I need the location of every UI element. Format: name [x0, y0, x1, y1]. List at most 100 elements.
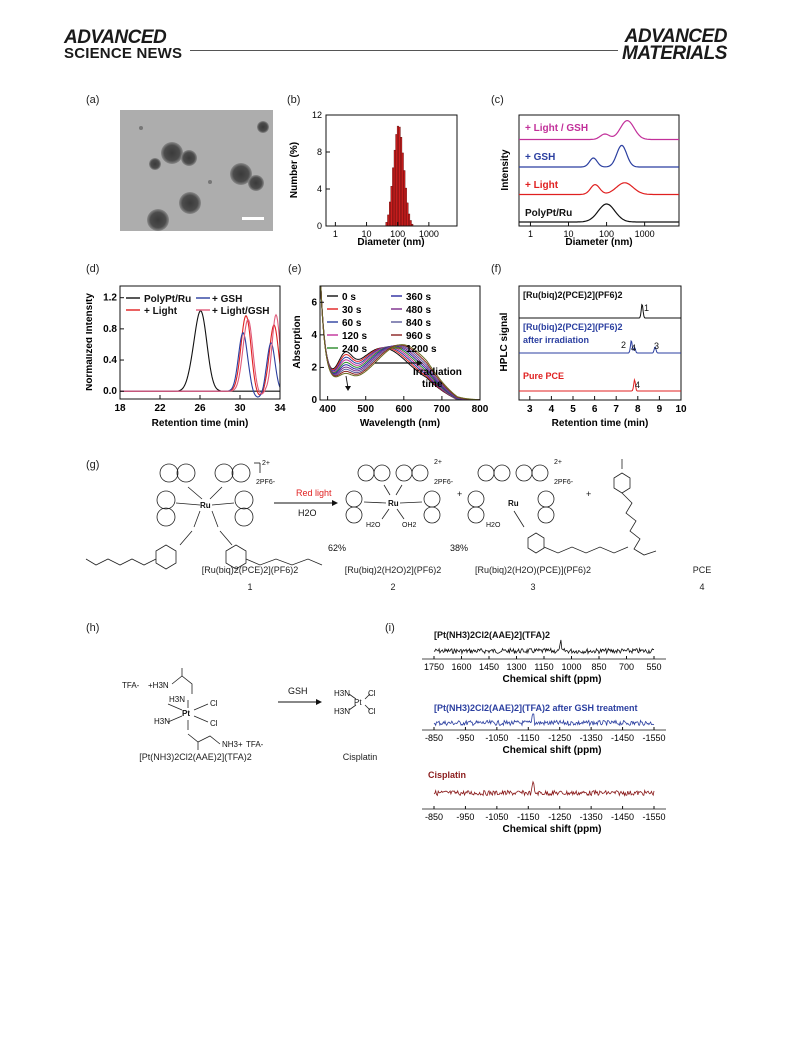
i-xtick-label: -1250: [548, 812, 571, 822]
e-legend-label: 840 s: [406, 318, 431, 329]
cl-ligand-2: Cl: [210, 719, 218, 728]
d-ytick-label: 1.2: [103, 293, 117, 304]
d-legend-polyptru: PolyPt/Ru: [144, 294, 191, 305]
e-ytick-label: 6: [311, 297, 317, 308]
e-series-line: [319, 285, 480, 401]
b-xlabel: Diameter (nm): [357, 237, 424, 248]
tfa-counterion-2: TFA-: [246, 740, 264, 749]
b-bar: [406, 202, 409, 227]
cisplatin-pt: Pt: [354, 698, 362, 707]
i-xtick-label: -1450: [611, 733, 634, 743]
panel-label-i: (i): [385, 622, 395, 634]
scheme-h-pt-reduction: TFA- +H3N H3N Pt Cl H3N Cl NH3+ TFA- GSH…: [122, 668, 376, 750]
compound-2-number: 2: [390, 582, 396, 592]
compound-3-h2o: H2O: [486, 522, 501, 529]
e-legend-label: 0 s: [342, 292, 356, 303]
f-peak-label-2: 2: [621, 340, 626, 350]
panel-label-d: (d): [86, 263, 100, 275]
f-ylabel: HPLC signal: [499, 312, 510, 371]
e-series-line: [319, 285, 480, 401]
e-ylabel: Absorption: [292, 315, 303, 368]
f-xtick-label: 6: [592, 404, 598, 415]
i-xtick-label: -1150: [517, 733, 539, 743]
journal-right-line1: ADVANCED: [624, 26, 728, 47]
cisplatin-h3n-1: H3N: [334, 689, 350, 698]
cisplatin-h3n-2: H3N: [334, 707, 350, 716]
c-xtick-label: 10: [564, 229, 574, 239]
compound-3-number: 3: [530, 582, 536, 592]
b-bar: [396, 125, 399, 227]
d-xtick-label: 34: [274, 403, 286, 414]
i-trace3-title: Cisplatin: [428, 770, 466, 780]
h3n-ligand-2: H3N: [154, 717, 170, 726]
reagent-red-light: Red light: [296, 488, 332, 498]
f-trace2-subtitle: after irradiation: [523, 335, 589, 345]
i-xtick-label: -1450: [611, 812, 634, 822]
h3n-ligand-1: H3N: [169, 695, 185, 704]
i-xtick-label: -1050: [485, 812, 508, 822]
nanoparticle: [248, 175, 264, 191]
d-ytick-label: 0.4: [103, 355, 117, 366]
d-legend-light-gsh: + Light/GSH: [212, 306, 270, 317]
i-xtick-label: 850: [591, 662, 606, 672]
b-ytick-label: 12: [312, 110, 322, 120]
e-xtick-label: 700: [434, 404, 451, 415]
b-bar: [401, 152, 404, 227]
e-series-line: [319, 285, 480, 401]
b-bar: [390, 186, 393, 227]
cl-ligand-1: Cl: [210, 699, 218, 708]
panel-label-f: (f): [491, 263, 502, 275]
nanoparticle: [257, 121, 269, 133]
e-series-line: [320, 285, 480, 401]
panel-label-g: (g): [86, 459, 100, 471]
e-legend-label: 240 s: [342, 344, 367, 355]
pt-prodrug-name: [Pt(NH3)2Cl2(AAE)2](TFA)2: [139, 752, 252, 762]
cisplatin-name: Cisplatin: [342, 752, 378, 762]
e-ytick-label: 2: [311, 362, 317, 373]
f-series-line: [519, 303, 681, 319]
b-bar: [387, 214, 390, 227]
e-legend-label: 120 s: [342, 331, 367, 342]
e-series-line: [319, 285, 480, 401]
e-series-line: [319, 285, 480, 401]
compound-2-name: [Ru(biq)2(H2O)2](PF6)2: [344, 565, 442, 575]
reagent-gsh: GSH: [288, 686, 308, 696]
chart-e-uvvis: 400 500 600 700 800 0 2 4 6 0 s 360 s 30 s 480 s 60 …: [292, 285, 489, 429]
journal-right-line2: MATERIALS: [622, 43, 727, 65]
f-xtick-label: 7: [613, 404, 619, 415]
compound-1-structure: [85, 463, 323, 570]
compound-1-number: 1: [247, 582, 253, 592]
i-xtick-label: -950: [456, 733, 474, 743]
panel-label-b: (b): [287, 94, 301, 106]
e-series-line: [320, 285, 480, 401]
cisplatin-bonds: [348, 693, 371, 711]
b-bar: [404, 187, 407, 227]
compound-2-counterion: 2PF6-: [434, 479, 454, 486]
f-peak-label-4b: 4: [635, 380, 640, 390]
i-xtick-label: -950: [456, 812, 474, 822]
b-bar: [385, 222, 388, 227]
yield-compound-3: 38%: [450, 543, 468, 553]
nanoparticle: [230, 163, 252, 185]
c-series-line: [519, 144, 679, 168]
i-xtick-label: -1350: [580, 733, 603, 743]
e-series-line: [320, 285, 481, 401]
c-legend-light-gsh: + Light / GSH: [525, 123, 588, 134]
plus-sign-2: +: [586, 489, 591, 499]
journal-left-line2: SCIENCE NEWS: [64, 45, 183, 62]
b-ytick-label: 0: [317, 221, 322, 231]
i-xtick-label: -1150: [517, 812, 539, 822]
i-xtick-label: -1550: [642, 812, 665, 822]
speck: [208, 180, 212, 184]
b-xtick-label: 1: [333, 229, 338, 239]
compound-1-name: [Ru(biq)2(PCE)2](PF6)2: [201, 565, 299, 575]
i-xlabel-1: Chemical shift (ppm): [503, 674, 602, 685]
compound-2-ru: Ru: [388, 499, 399, 508]
f-series-line: [519, 339, 681, 354]
nanoparticle: [161, 142, 183, 164]
pt-prodrug-bonds: [167, 668, 221, 750]
speck: [139, 126, 143, 130]
compound-3-structure: [467, 464, 629, 554]
i-xtick-label: -1050: [485, 733, 508, 743]
e-legend-label: 60 s: [342, 318, 362, 329]
